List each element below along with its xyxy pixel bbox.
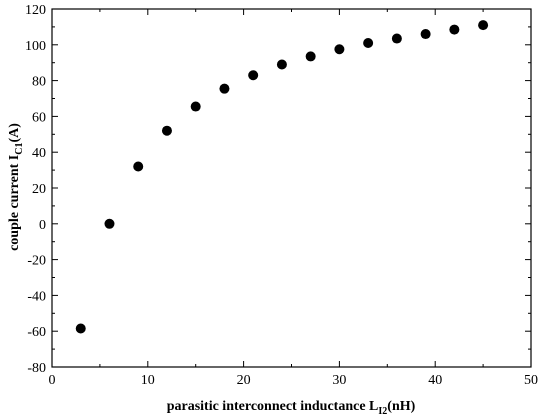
data-point — [363, 38, 374, 49]
x-tick-label: 10 — [141, 373, 155, 388]
y-tick-label: -20 — [27, 254, 46, 269]
y-tick-label: 40 — [32, 146, 46, 161]
data-points — [75, 20, 489, 334]
data-point — [248, 70, 259, 81]
x-tick-label: 50 — [524, 373, 538, 388]
x-tick-label: 40 — [428, 373, 442, 388]
y-tick-label: -60 — [27, 325, 46, 340]
y-axis-label-sub: C1 — [14, 143, 25, 155]
plot-area — [51, 8, 532, 368]
y-tick-label: 120 — [25, 3, 46, 18]
y-axis-label: couple current IC1(A) — [7, 123, 25, 251]
y-axis-label-unit: (A) — [7, 123, 22, 143]
x-tick-label: 0 — [49, 373, 56, 388]
x-axis-label-main: parasitic interconnect inductance L — [167, 399, 379, 414]
data-point — [219, 83, 230, 94]
data-point — [276, 59, 287, 70]
data-point — [420, 29, 431, 40]
x-tick-label: 30 — [332, 373, 346, 388]
x-axis-label-sub: I2 — [378, 406, 387, 417]
y-tick-label: 0 — [39, 218, 46, 233]
y-axis-label-main: couple current I — [7, 155, 22, 251]
data-point — [161, 125, 172, 136]
data-point — [478, 20, 489, 31]
y-tick-label: 60 — [32, 110, 46, 125]
data-point — [334, 44, 345, 55]
x-axis-label: parasitic interconnect inductance LI2(nH… — [167, 399, 416, 417]
data-point — [391, 33, 402, 44]
data-point — [75, 323, 86, 334]
x-axis-ticks: 0 10 20 30 40 50 — [49, 9, 538, 388]
y-tick-label: -80 — [27, 361, 46, 376]
x-tick-label: 20 — [237, 373, 251, 388]
x-axis-label-unit: (nH) — [387, 399, 415, 414]
plot-frame — [51, 8, 532, 368]
y-tick-label: -40 — [27, 289, 46, 304]
data-point — [449, 24, 460, 35]
y-tick-label: 100 — [25, 39, 46, 54]
y-axis-ticks: -80 -60 -40 -20 0 20 40 60 80 100 120 — [25, 3, 531, 376]
data-point — [190, 101, 201, 112]
y-tick-label: 20 — [32, 182, 46, 197]
data-point — [133, 161, 144, 172]
y-tick-label: 80 — [32, 75, 46, 90]
data-point — [305, 51, 316, 62]
data-point — [104, 218, 115, 229]
